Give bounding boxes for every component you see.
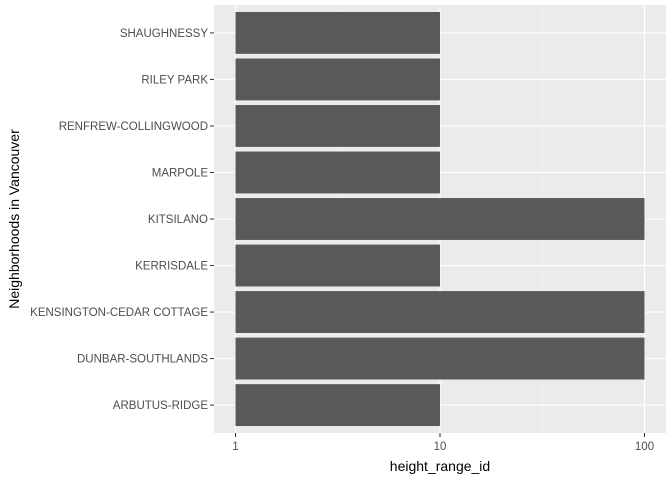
y-axis: ARBUTUS-RIDGE DUNBAR-SOUTHLANDS KENSINGTON… xyxy=(30,28,214,412)
bar-dunbar-southlands xyxy=(235,337,645,380)
bar-marpole xyxy=(235,151,440,194)
x-axis: 1 10 100 xyxy=(232,433,654,453)
y-tick-label: DUNBAR-SOUTHLANDS xyxy=(77,354,208,366)
y-tick-label: KITSILANO xyxy=(148,214,208,226)
y-tick-label: SHAUGHNESSY xyxy=(120,28,209,40)
y-tick-label: MARPOLE xyxy=(152,167,209,179)
x-tick-label: 1 xyxy=(232,441,238,453)
y-tick-label: KERRISDALE xyxy=(135,261,208,273)
y-axis-title: Neighborhoods in Vancouver xyxy=(6,129,22,309)
y-tick-label: RILEY PARK xyxy=(141,74,208,86)
bar-kitsilano xyxy=(235,198,645,240)
bar-riley-park xyxy=(235,58,440,101)
y-tick-label: KENSINGTON-CEDAR COTTAGE xyxy=(30,307,208,319)
bar-kensington-cedar-cottage xyxy=(235,291,645,333)
x-axis-title: height_range_id xyxy=(390,458,490,474)
bar-renfrew-collingwood xyxy=(235,105,440,147)
x-tick-label: 10 xyxy=(434,441,447,453)
bar-arbutus-ridge xyxy=(235,384,440,427)
bar-kerrisdale xyxy=(235,244,440,287)
y-tick-label: RENFREW-COLLINGWOOD xyxy=(59,121,208,133)
bars xyxy=(235,11,645,427)
y-tick-label: ARBUTUS-RIDGE xyxy=(113,400,209,412)
x-tick-label: 100 xyxy=(635,441,654,453)
bar-shaughnessy xyxy=(235,11,440,54)
